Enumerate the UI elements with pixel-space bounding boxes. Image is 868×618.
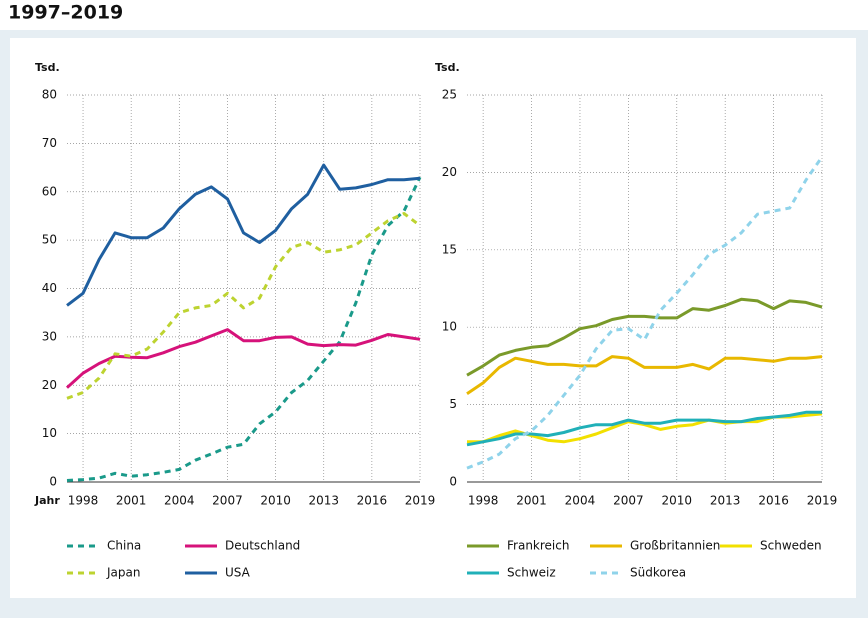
x-tick-label: 2010 (260, 494, 291, 508)
y-tick-label: 80 (42, 88, 57, 102)
y-tick-label: 30 (42, 329, 57, 343)
legend-label: Schweiz (507, 566, 556, 580)
y-axis-label: Tsd. (435, 61, 460, 74)
line-series (66, 176, 422, 482)
x-tick-label: 2019 (405, 494, 436, 508)
line-series (466, 156, 824, 470)
x-tick-label: 2007 (212, 494, 243, 508)
y-axis-label: Tsd. (35, 61, 60, 74)
x-tick-label: 2016 (758, 494, 789, 508)
x-tick-label: 2001 (116, 494, 147, 508)
legend-label: Japan (106, 566, 140, 580)
legend-label: Frankreich (507, 539, 569, 553)
x-tick-label: 2013 (710, 494, 741, 508)
legend-label: Schweden (760, 539, 822, 553)
y-tick-label: 0 (449, 475, 457, 489)
x-tick-label: 2001 (516, 494, 547, 508)
y-tick-label: 10 (442, 320, 457, 334)
line-series (66, 163, 421, 307)
x-tick-label: 2016 (357, 494, 388, 508)
legend-label: China (107, 539, 141, 553)
y-tick-label: 70 (42, 136, 57, 150)
x-tick-label: 2004 (565, 494, 596, 508)
x-tick-label: 1998 (468, 494, 499, 508)
line-series (466, 297, 823, 377)
y-tick-label: 60 (42, 184, 57, 198)
y-tick-label: 10 (42, 426, 57, 440)
y-tick-label: 15 (442, 242, 457, 256)
y-tick-label: 5 (449, 397, 457, 411)
line-series (466, 355, 823, 396)
panel (10, 38, 856, 598)
legend-label: Großbritannien (630, 539, 720, 553)
x-tick-label: 2007 (613, 494, 644, 508)
y-tick-label: 20 (442, 165, 457, 179)
line-series (66, 212, 421, 400)
x-tick-label: 2013 (308, 494, 339, 508)
y-tick-label: 0 (49, 475, 57, 489)
y-tick-label: 50 (42, 233, 57, 247)
x-axis-label: Jahr (34, 494, 60, 507)
x-tick-label: 1998 (68, 494, 99, 508)
legend-label: USA (225, 566, 251, 580)
x-tick-label: 2010 (661, 494, 692, 508)
legend-label: Deutschland (225, 539, 300, 553)
y-tick-label: 20 (42, 378, 57, 392)
y-tick-label: 25 (442, 88, 457, 102)
y-tick-label: 40 (42, 281, 57, 295)
x-tick-label: 2004 (164, 494, 195, 508)
title: 1997–2019 (8, 2, 123, 24)
x-tick-label: 2019 (807, 494, 838, 508)
legend-label: Südkorea (630, 566, 686, 580)
